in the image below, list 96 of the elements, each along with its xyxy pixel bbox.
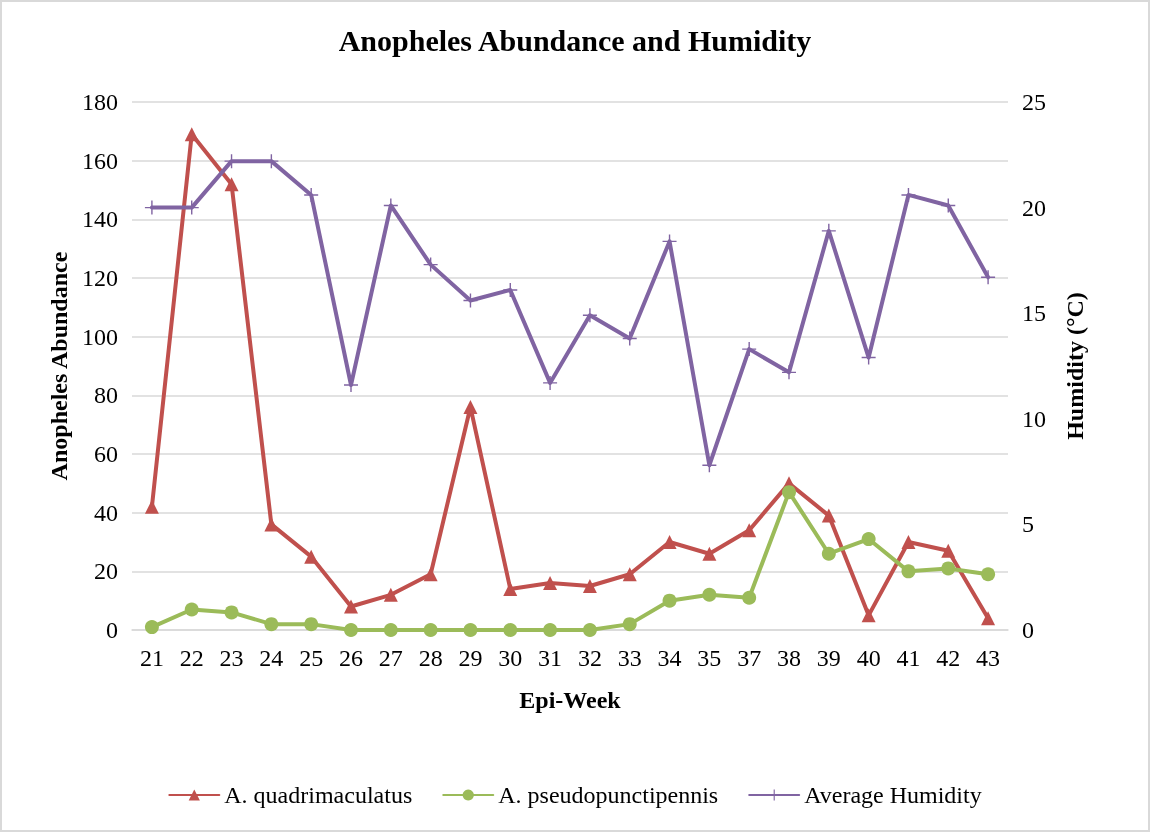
point [861, 608, 876, 623]
y-tick-label: 160 [82, 147, 118, 174]
point [981, 611, 996, 626]
point [224, 177, 239, 192]
point [224, 605, 239, 620]
y2-tick-label: 25 [1022, 89, 1046, 115]
x-tick-label: 29 [458, 645, 483, 671]
legend-label: A. pseudopunctipennis [498, 782, 719, 808]
point [901, 187, 916, 202]
x-axis-title: Epi-Week [519, 687, 622, 713]
x-tick-label: 28 [418, 645, 443, 671]
y-tick-label: 60 [94, 441, 118, 467]
point [782, 365, 796, 380]
x-tick-label: 30 [498, 645, 523, 671]
y2-tick-label: 10 [1022, 405, 1046, 432]
x-tick-label: 43 [976, 645, 1001, 671]
y2-tick-label: 15 [1022, 300, 1046, 327]
y-tick-label: 120 [82, 265, 118, 291]
point [383, 587, 398, 602]
x-tick-label: 41 [896, 645, 921, 671]
point [383, 198, 398, 213]
point [344, 599, 358, 614]
chart-title: Anopheles Abundance and Humidity [338, 23, 812, 57]
point [264, 517, 279, 532]
point [503, 282, 518, 297]
point [184, 127, 199, 142]
x-tick-label: 23 [219, 645, 244, 671]
point [782, 485, 796, 500]
y-axis-title: Anopheles Abundance [46, 251, 73, 481]
point [582, 308, 597, 323]
point [981, 270, 996, 285]
x-tick-label: 32 [577, 645, 602, 671]
x-tick-label: 40 [856, 645, 881, 671]
y-tick-label: 40 [94, 499, 118, 526]
point [304, 549, 319, 564]
point [901, 535, 916, 549]
legend-label: A. quadrimaculatus [224, 782, 413, 808]
point [184, 602, 199, 617]
point [821, 546, 836, 561]
point [543, 576, 558, 591]
point [582, 623, 597, 637]
y2-axis-title: Humidity (°C) [1062, 292, 1088, 440]
x-tick-label: 39 [816, 645, 841, 671]
x-tick-label: 42 [936, 645, 961, 671]
x-tick-label: 27 [378, 645, 403, 671]
y2-tick-label: 0 [1022, 617, 1034, 643]
point [622, 617, 637, 632]
x-tick-label: 31 [538, 645, 563, 671]
point [662, 535, 677, 549]
point [543, 375, 558, 390]
point [582, 579, 597, 593]
point [344, 623, 358, 637]
x-tick-label: 21 [139, 645, 164, 671]
point [463, 623, 478, 637]
x-tick-label: 26 [339, 645, 363, 671]
y-tick-label: 180 [82, 89, 118, 115]
point [901, 564, 916, 579]
point [742, 523, 757, 538]
point [304, 187, 319, 202]
point [981, 567, 996, 582]
x-tick-label: 37 [737, 645, 762, 671]
y-tick-label: 100 [82, 323, 118, 350]
x-tick-label: 33 [617, 645, 642, 671]
point [702, 546, 717, 561]
point [503, 623, 518, 637]
point [742, 342, 757, 357]
point [702, 587, 717, 602]
y2-tick-label: 5 [1022, 511, 1034, 538]
x-tick-label: 38 [777, 645, 801, 671]
y-tick-label: 20 [94, 558, 118, 585]
x-tick-label: 22 [179, 645, 204, 671]
point [304, 617, 319, 632]
point [622, 567, 637, 582]
y-tick-label: 80 [94, 382, 118, 409]
x-tick-label: 24 [259, 645, 284, 671]
y2-tick-label: 20 [1022, 194, 1046, 221]
legend-label: Average Humidity [804, 782, 982, 808]
point [742, 590, 757, 605]
y-tick-label: 140 [82, 206, 118, 233]
point [264, 617, 279, 632]
point [941, 561, 956, 576]
point [941, 543, 956, 558]
point [423, 567, 438, 582]
x-tick-label: 35 [697, 645, 722, 671]
point [383, 623, 398, 637]
x-tick-label: 25 [299, 645, 324, 671]
point [423, 623, 438, 637]
point [821, 508, 836, 523]
y-tick-label: 0 [106, 617, 118, 643]
x-tick-label: 34 [657, 645, 682, 671]
point [861, 532, 876, 547]
point [662, 593, 677, 608]
point [543, 623, 558, 637]
point [463, 400, 478, 415]
point [144, 620, 159, 635]
point [503, 581, 518, 596]
